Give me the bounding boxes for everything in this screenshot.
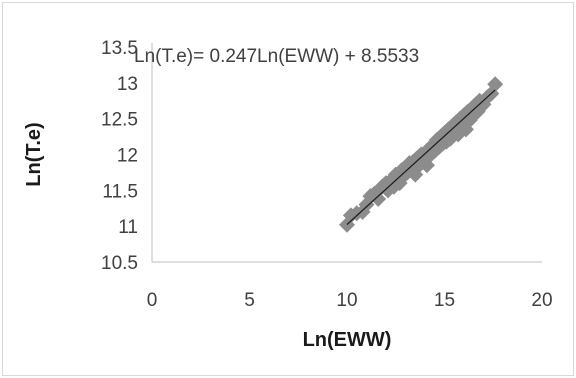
y-tick-label: 12.5 xyxy=(101,110,138,131)
y-tick-label: 13.5 xyxy=(101,38,138,59)
trendline xyxy=(346,89,496,225)
y-tick-label: 11.5 xyxy=(102,181,138,202)
y-tick-label: 11 xyxy=(118,217,138,238)
x-tick-label: 0 xyxy=(147,290,158,311)
data-point xyxy=(487,76,504,93)
x-tick-label: 5 xyxy=(244,290,255,311)
data-point xyxy=(370,190,387,207)
data-point xyxy=(457,121,474,138)
y-tick-label: 10.5 xyxy=(101,253,138,274)
x-tick-label: 15 xyxy=(434,290,455,311)
y-tick-label: 13 xyxy=(117,74,138,95)
y-axis-title: Ln(T.e) xyxy=(23,122,45,186)
x-tick-label: 10 xyxy=(336,290,357,311)
x-axis-title: Ln(EWW) xyxy=(303,329,392,351)
y-tick-labels: 10.5 11 11.5 12 12.5 13 13.5 xyxy=(101,38,138,274)
y-tick-label: 12 xyxy=(117,146,138,167)
trendline-equation: Ln(T.e)= 0.247Ln(EWW) + 8.5533 xyxy=(134,46,419,67)
x-tick-labels: 0 5 10 15 20 xyxy=(147,290,553,311)
x-tick-label: 20 xyxy=(531,290,552,311)
